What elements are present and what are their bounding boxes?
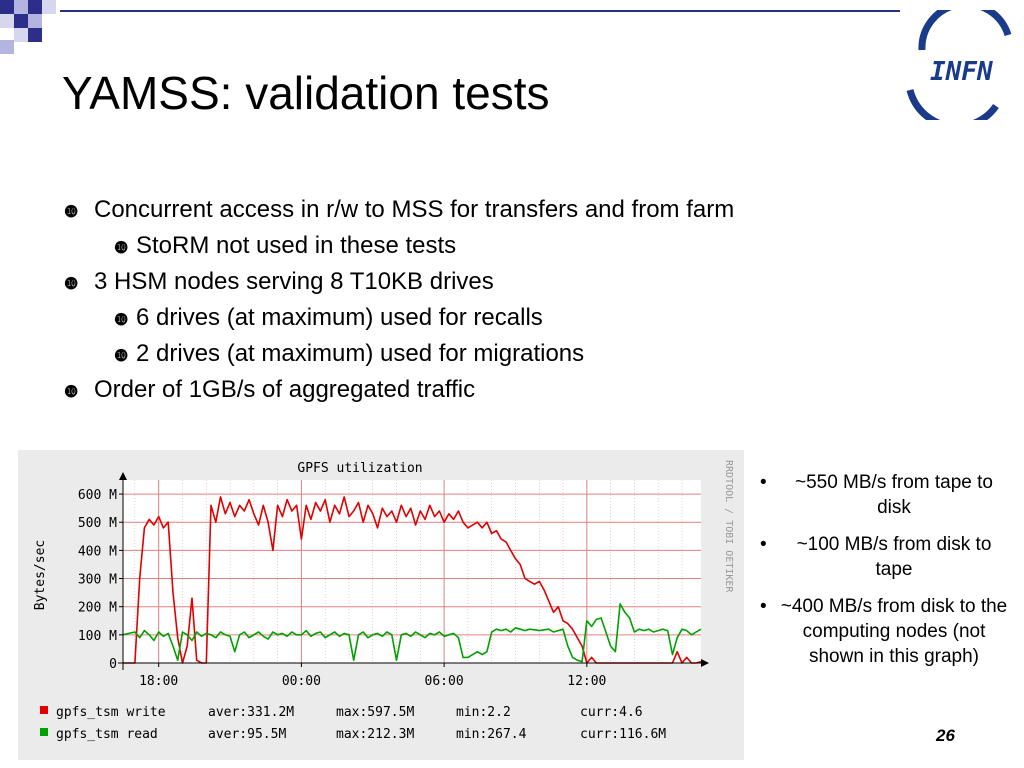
legend-text: min:267.4 [456,727,527,742]
decor-square [28,0,42,14]
x-axis-arrow [701,659,709,667]
decor-square [14,14,28,28]
bullet-marker: ❿ [114,348,129,365]
chart-axes [118,472,709,670]
side-bullet: • [760,596,767,617]
y-tick-label: 500 M [78,516,117,531]
side-note-text: ~400 MB/s from disk to the computing nod… [780,596,1008,667]
legend-swatch [40,706,48,714]
bullet-item: ❿ 6 drives (at maximum) used for recalls [114,304,543,332]
series-line-read [122,603,702,663]
rrdtool-credit: RRDTOOL / TOBI OETIKER [723,460,734,593]
bullet-item: ❿ Concurrent access in r/w to MSS for tra… [64,196,734,224]
chart-grid [123,480,701,663]
side-note: • ~100 MB/s from disk to tape [758,532,1010,582]
side-note-text: ~550 MB/s from tape to disk [794,472,993,518]
legend-text: aver:331.2M [208,705,294,720]
bullet-text: 3 HSM nodes serving 8 T10KB drives [94,268,494,295]
gpfs-graph: 18:00 00:00 06:00 12:00 0 100 M 200 M 300 M 400 … [18,450,744,760]
side-bullet: • [760,472,767,493]
bullet-marker: ❿ [64,384,79,401]
x-tick-label: 06:00 [425,674,464,689]
side-note: • ~400 MB/s from disk to the computing n… [758,594,1010,669]
gpfs-chart: 18:00 00:00 06:00 12:00 0 100 M 200 M 300 M 400 … [33,460,734,742]
legend-text: gpfs_tsm write [56,705,166,720]
side-note-text: ~100 MB/s from disk to tape [796,534,992,580]
bullet-text: Order of 1GB/s of aggregated traffic [94,376,476,403]
y-axis-arrow [119,472,127,480]
page-number: 26 [936,726,955,745]
y-tick-label: 300 M [78,573,117,588]
chart-ticks: 18:00 00:00 06:00 12:00 0 100 M 200 M 300 M 400 … [78,488,607,689]
bullet-text: Concurrent access in r/w to MSS for tran… [94,196,735,223]
decor-square [0,40,14,54]
chart-legend: gpfs_tsm write aver:331.2M max:597.5M min:2… [40,705,666,742]
bullet-text: 6 drives (at maximum) used for recalls [136,304,543,331]
bullet-marker: ❿ [64,204,79,221]
decor-square [0,14,14,28]
legend-text: max:212.3M [336,727,414,742]
y-axis-label: Bytes/sec [33,540,48,610]
decor-square [42,0,56,14]
y-tick-label: 100 M [78,629,117,644]
bullet-marker: ❿ [64,276,79,293]
decor-square [28,28,42,42]
legend-text: curr:116.6M [580,727,666,742]
bullet-text: 2 drives (at maximum) used for migration… [136,340,585,367]
legend-text: gpfs_tsm read [56,727,158,742]
decor-square [14,28,28,42]
chart-title: GPFS utilization [297,461,422,476]
side-note: • ~550 MB/s from tape to disk [758,470,1010,520]
x-tick-label: 12:00 [567,674,606,689]
legend-text: max:597.5M [336,705,414,720]
y-tick-label: 600 M [78,488,117,503]
header-rule [60,10,900,12]
decor-square [14,0,28,14]
y-tick-label: 0 [109,657,117,672]
side-notes: • ~550 MB/s from tape to disk • ~100 MB/… [758,470,1010,681]
legend-swatch [40,728,48,736]
bullet-marker: ❿ [114,240,129,257]
slide-title: YAMSS: validation tests [62,67,550,119]
y-tick-label: 200 M [78,601,117,616]
x-tick-label: 18:00 [139,674,178,689]
bullet-item: ❿ StoRM not used in these tests [114,232,456,260]
x-tick-label: 00:00 [282,674,321,689]
bullet-item: ❿ 3 HSM nodes serving 8 T10KB drives [64,268,494,296]
bullet-text: StoRM not used in these tests [136,232,457,259]
infn-logo: INFN [906,10,1012,120]
y-tick-label: 400 M [78,544,117,559]
logo-text: INFN [930,57,993,87]
decor-square [28,14,42,28]
bullet-item: ❿ Order of 1GB/s of aggregated traffic [64,376,475,404]
legend-text: aver:95.5M [208,727,286,742]
legend-text: curr:4.6 [580,705,643,720]
legend-text: min:2.2 [456,705,511,720]
bullet-item: ❿ 2 drives (at maximum) used for migratio… [114,340,584,368]
side-bullet: • [760,534,767,555]
decor-square [0,0,14,14]
bullet-marker: ❿ [114,312,129,329]
